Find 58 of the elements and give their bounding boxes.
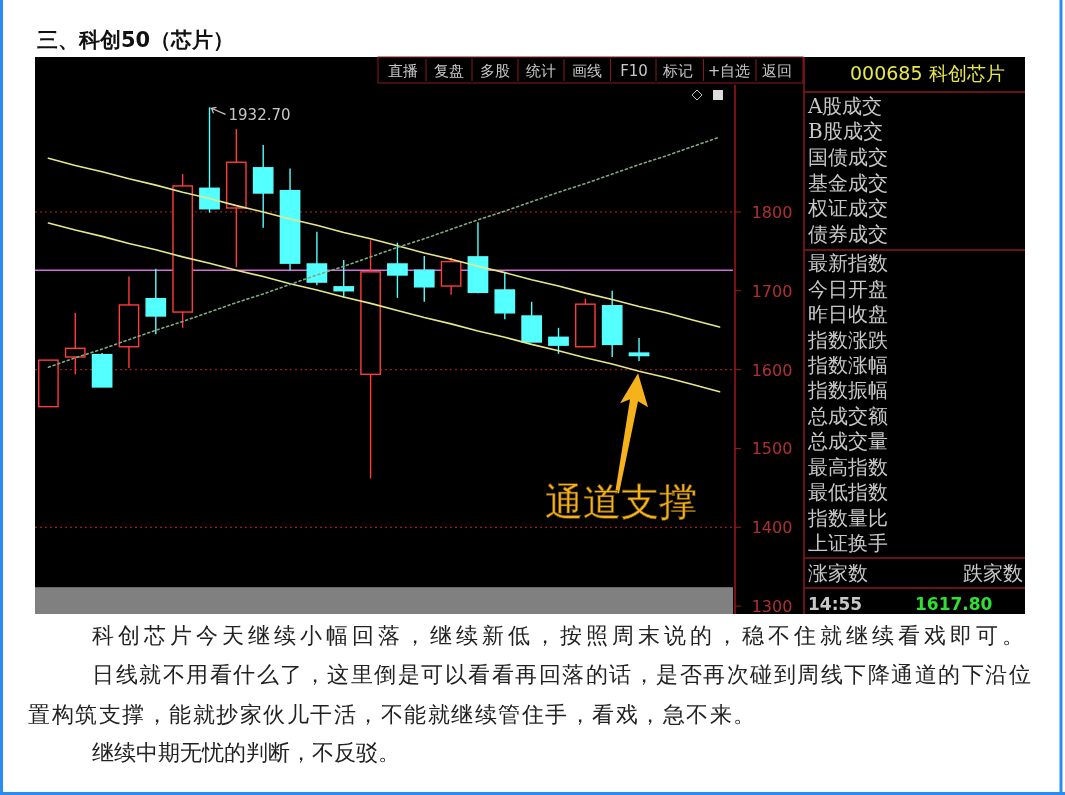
text: 日线就不用看什么了，这里倒是可以看看再回落的话，是否再次碰到周线下降通道的下沿位置构筑支撑，能就抄家伙儿干活，不能就继续管住手，看戏，急不来。 [28,661,1033,729]
annotation: 1932.70 [228,106,291,125]
text: 最低指数 [808,480,888,504]
text: 上证换手 [808,531,888,555]
text: 最高指数 [808,455,888,479]
y-tick-label: 1300 [751,597,793,617]
text: 多股 [480,62,510,80]
text: 跌家数 [963,561,1023,585]
text: A股成交 [807,94,883,118]
candlestick [628,337,650,362]
y-tick-label: 1600 [751,360,793,380]
text: 指数涨幅 [807,353,888,377]
candlestick [306,230,328,286]
annotation: 通道支撑 [545,480,697,524]
y-tick-label: 1500 [751,439,793,459]
text: 科创芯片今天继续小幅回落，继续新低，按照周末说的，稳不住就继续看戏即可。 [91,622,1029,650]
candlestick [225,128,247,268]
chart-title: 三、科创50（芯片） [37,28,235,52]
text: 统计 [526,62,556,80]
text: 今日开盘 [808,277,888,301]
text: 画线 [572,62,602,80]
text: 000685 科创芯片 [850,62,1005,84]
text: 指数振幅 [807,378,888,402]
text: F10 [620,62,648,80]
text: 最新指数 [808,251,888,275]
text: 总成交额 [807,404,888,428]
text: 权证成交 [807,196,888,220]
candlestick [360,239,381,480]
candlestick [252,144,274,229]
text: 复盘 [434,62,464,80]
text: 指数涨跌 [807,328,888,352]
text: +自选 [707,62,751,80]
candlestick [279,167,301,271]
text: 昨日收盘 [808,302,888,326]
candlestick [601,290,623,358]
text: 返回 [762,62,792,80]
candlestick [145,267,167,335]
candlestick [494,271,516,320]
text: B股成交 [808,119,883,143]
text: 14:55 [808,594,863,614]
text: 指数量比 [807,506,888,530]
text: 国债成交 [808,145,888,169]
text: 标记 [662,62,693,80]
line-series [47,222,721,393]
candlestick [118,275,140,369]
line-series [47,136,721,369]
text: 涨家数 [808,561,868,585]
text: 基金成交 [808,171,888,195]
y-tick-label: 1700 [751,281,793,301]
text: 债券成交 [808,222,888,246]
text: 总成交量 [807,429,888,453]
line-series [47,157,721,328]
y-tick-label: 1800 [751,202,793,222]
y-tick-label: 1400 [751,518,793,538]
candlestick [387,241,408,299]
text: 直播 [388,62,418,80]
text: 继续中期无忧的判断，不反驳。 [91,739,401,767]
text: 1617.80 [915,594,993,614]
